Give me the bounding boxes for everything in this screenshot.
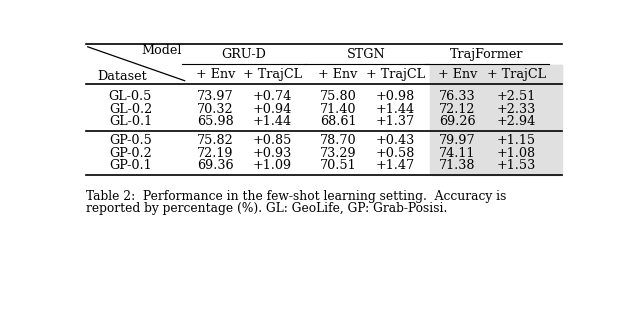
Text: +2.51: +2.51 xyxy=(497,90,536,103)
Text: 76.33: 76.33 xyxy=(439,90,476,103)
Text: GL-0.2: GL-0.2 xyxy=(109,103,152,116)
Text: + TrajCL: + TrajCL xyxy=(487,68,546,81)
Text: STGN: STGN xyxy=(348,48,386,61)
Text: GP-0.1: GP-0.1 xyxy=(109,159,152,172)
Text: 73.29: 73.29 xyxy=(320,147,356,160)
Text: GL-0.1: GL-0.1 xyxy=(109,115,152,128)
Text: GL-0.5: GL-0.5 xyxy=(109,90,152,103)
Text: +0.43: +0.43 xyxy=(376,134,415,147)
Text: +0.93: +0.93 xyxy=(253,147,292,160)
Text: +0.74: +0.74 xyxy=(253,90,292,103)
Text: +1.08: +1.08 xyxy=(497,147,536,160)
Text: +0.94: +0.94 xyxy=(253,103,292,116)
Text: +1.15: +1.15 xyxy=(497,134,536,147)
Text: GP-0.5: GP-0.5 xyxy=(109,134,152,147)
Text: 68.61: 68.61 xyxy=(320,115,356,128)
Text: Model: Model xyxy=(141,44,182,57)
Text: +2.33: +2.33 xyxy=(497,103,536,116)
Text: 75.80: 75.80 xyxy=(320,90,356,103)
Text: +1.53: +1.53 xyxy=(497,159,536,172)
Bar xyxy=(430,65,562,84)
Text: 74.11: 74.11 xyxy=(439,147,476,160)
Text: +2.94: +2.94 xyxy=(497,115,536,128)
Text: + Env: + Env xyxy=(196,68,236,81)
Text: 69.36: 69.36 xyxy=(197,159,234,172)
Text: +1.44: +1.44 xyxy=(253,115,292,128)
Text: + Env: + Env xyxy=(318,68,358,81)
Text: + TrajCL: + TrajCL xyxy=(366,68,425,81)
Text: 78.70: 78.70 xyxy=(320,134,356,147)
Text: 73.97: 73.97 xyxy=(197,90,234,103)
Text: +0.98: +0.98 xyxy=(376,90,415,103)
Text: 79.97: 79.97 xyxy=(439,134,476,147)
Text: +0.85: +0.85 xyxy=(253,134,292,147)
Text: TrajFormer: TrajFormer xyxy=(450,48,524,61)
Text: 65.98: 65.98 xyxy=(197,115,234,128)
Text: Table 2:  Performance in the few-shot learning setting.  Accuracy is: Table 2: Performance in the few-shot lea… xyxy=(86,190,507,203)
Text: 70.32: 70.32 xyxy=(197,103,234,116)
Text: 75.82: 75.82 xyxy=(197,134,234,147)
Text: 72.19: 72.19 xyxy=(197,147,234,160)
Text: 72.12: 72.12 xyxy=(439,103,476,116)
Bar xyxy=(430,65,562,175)
Text: GRU-D: GRU-D xyxy=(221,48,266,61)
Text: GP-0.2: GP-0.2 xyxy=(109,147,152,160)
Text: + Env: + Env xyxy=(438,68,477,81)
Text: +1.09: +1.09 xyxy=(253,159,292,172)
Text: +0.58: +0.58 xyxy=(376,147,415,160)
Text: 69.26: 69.26 xyxy=(439,115,476,128)
Text: +1.44: +1.44 xyxy=(376,103,415,116)
Text: 71.38: 71.38 xyxy=(439,159,476,172)
Text: 71.40: 71.40 xyxy=(320,103,356,116)
Text: Dataset: Dataset xyxy=(97,69,147,82)
Text: + TrajCL: + TrajCL xyxy=(243,68,301,81)
Text: reported by percentage (%). GL: GeoLife, GP: Grab-Posisi.: reported by percentage (%). GL: GeoLife,… xyxy=(86,202,447,215)
Text: 70.51: 70.51 xyxy=(320,159,356,172)
Text: +1.47: +1.47 xyxy=(376,159,415,172)
Text: +1.37: +1.37 xyxy=(376,115,415,128)
